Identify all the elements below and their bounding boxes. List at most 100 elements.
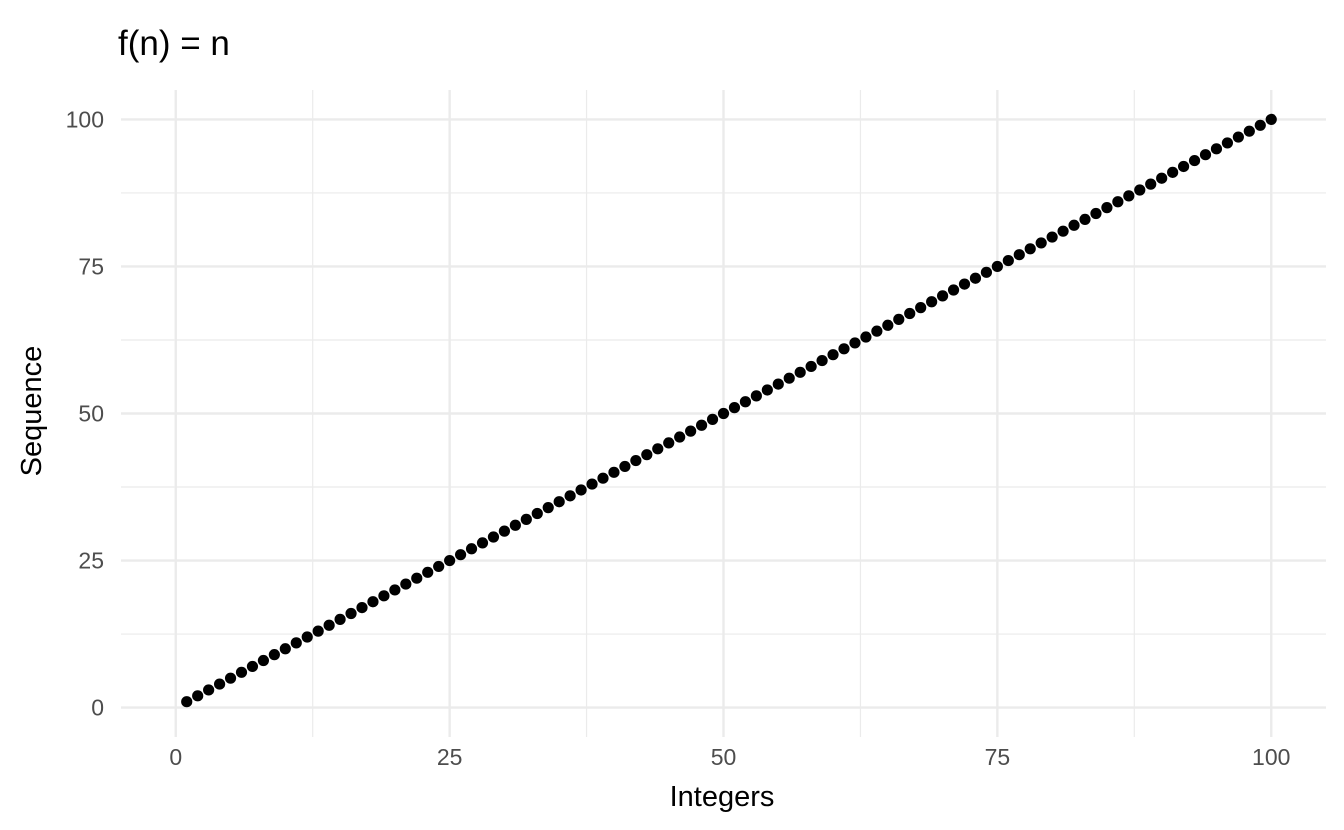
data-points — [181, 113, 1277, 708]
chart-title: f(n) = n — [118, 24, 230, 63]
data-point — [871, 325, 883, 337]
data-point — [1177, 160, 1190, 173]
data-point — [1101, 202, 1113, 214]
data-point — [203, 684, 215, 696]
data-point — [323, 619, 335, 631]
data-point — [936, 290, 949, 302]
data-point — [290, 637, 302, 649]
data-point — [893, 313, 905, 325]
data-point — [465, 543, 478, 555]
data-point — [411, 572, 423, 584]
data-point — [531, 507, 543, 520]
data-point — [1123, 190, 1135, 202]
data-point — [192, 690, 204, 702]
x-axis-tick-labels: 0 25 50 75 100 — [169, 744, 1290, 770]
data-point — [980, 266, 993, 278]
data-point — [1232, 131, 1244, 143]
data-point — [630, 454, 642, 467]
data-point — [761, 384, 773, 396]
data-point — [542, 502, 554, 514]
data-point — [268, 649, 280, 661]
data-point — [750, 390, 762, 402]
data-point — [454, 549, 467, 561]
data-point — [794, 366, 806, 378]
data-point — [1145, 178, 1157, 190]
data-point — [553, 496, 565, 508]
data-point — [279, 643, 291, 655]
data-point — [619, 460, 631, 473]
data-point — [674, 431, 686, 443]
data-point — [739, 396, 752, 408]
data-point — [476, 537, 489, 549]
data-point — [597, 472, 609, 484]
data-point — [1068, 219, 1080, 231]
data-point — [301, 631, 313, 643]
data-point — [706, 413, 719, 425]
data-point — [213, 678, 226, 690]
data-point — [860, 331, 872, 343]
data-point — [1210, 143, 1223, 155]
data-point — [422, 566, 434, 578]
data-point — [345, 607, 357, 620]
data-point — [1167, 166, 1179, 178]
data-point — [1254, 119, 1266, 131]
data-point — [1221, 137, 1234, 149]
data-point — [433, 560, 445, 573]
data-point — [991, 260, 1003, 273]
y-tick-label: 0 — [91, 695, 104, 721]
data-point — [224, 672, 237, 684]
data-point — [389, 584, 401, 596]
data-point — [816, 354, 828, 367]
data-point — [246, 660, 259, 673]
data-point — [1265, 113, 1277, 126]
data-point — [1024, 243, 1036, 255]
data-point — [312, 625, 324, 637]
data-point — [575, 484, 587, 496]
data-point — [1090, 207, 1102, 220]
x-axis-title: Integers — [670, 781, 775, 813]
data-point — [509, 519, 521, 531]
data-point — [663, 437, 675, 449]
data-point — [608, 466, 620, 478]
y-tick-label: 25 — [78, 548, 104, 574]
data-point — [838, 343, 850, 355]
data-point — [926, 296, 938, 308]
data-point — [235, 666, 248, 678]
data-point — [652, 443, 664, 455]
major-gridlines — [121, 90, 1326, 737]
data-point — [695, 419, 708, 431]
data-point — [728, 402, 741, 414]
data-point — [1079, 213, 1091, 225]
data-point — [969, 272, 982, 284]
data-point — [400, 578, 412, 590]
data-point — [586, 478, 598, 490]
data-point — [685, 425, 697, 437]
data-point — [958, 278, 971, 290]
y-tick-label: 50 — [78, 401, 104, 427]
x-tick-label: 75 — [985, 744, 1011, 770]
data-point — [717, 407, 730, 420]
y-axis-title: Sequence — [16, 346, 48, 477]
data-point — [1035, 237, 1047, 249]
data-point — [1188, 154, 1201, 167]
x-tick-label: 25 — [437, 744, 463, 770]
data-point — [1046, 231, 1058, 243]
data-point — [827, 349, 839, 361]
data-point — [849, 337, 861, 349]
data-point — [334, 613, 346, 625]
data-point — [882, 319, 894, 331]
data-point — [1243, 125, 1255, 137]
data-point — [1013, 249, 1025, 261]
data-point — [772, 378, 784, 390]
data-point — [1156, 172, 1168, 184]
data-point — [1002, 254, 1014, 267]
data-point — [904, 307, 916, 320]
data-point — [356, 602, 368, 614]
data-point — [1112, 196, 1124, 208]
x-tick-label: 0 — [169, 744, 182, 770]
y-axis-tick-labels: 0 25 50 75 100 — [66, 106, 104, 720]
data-point — [498, 525, 511, 537]
data-point — [444, 554, 456, 567]
data-point — [1057, 225, 1069, 237]
